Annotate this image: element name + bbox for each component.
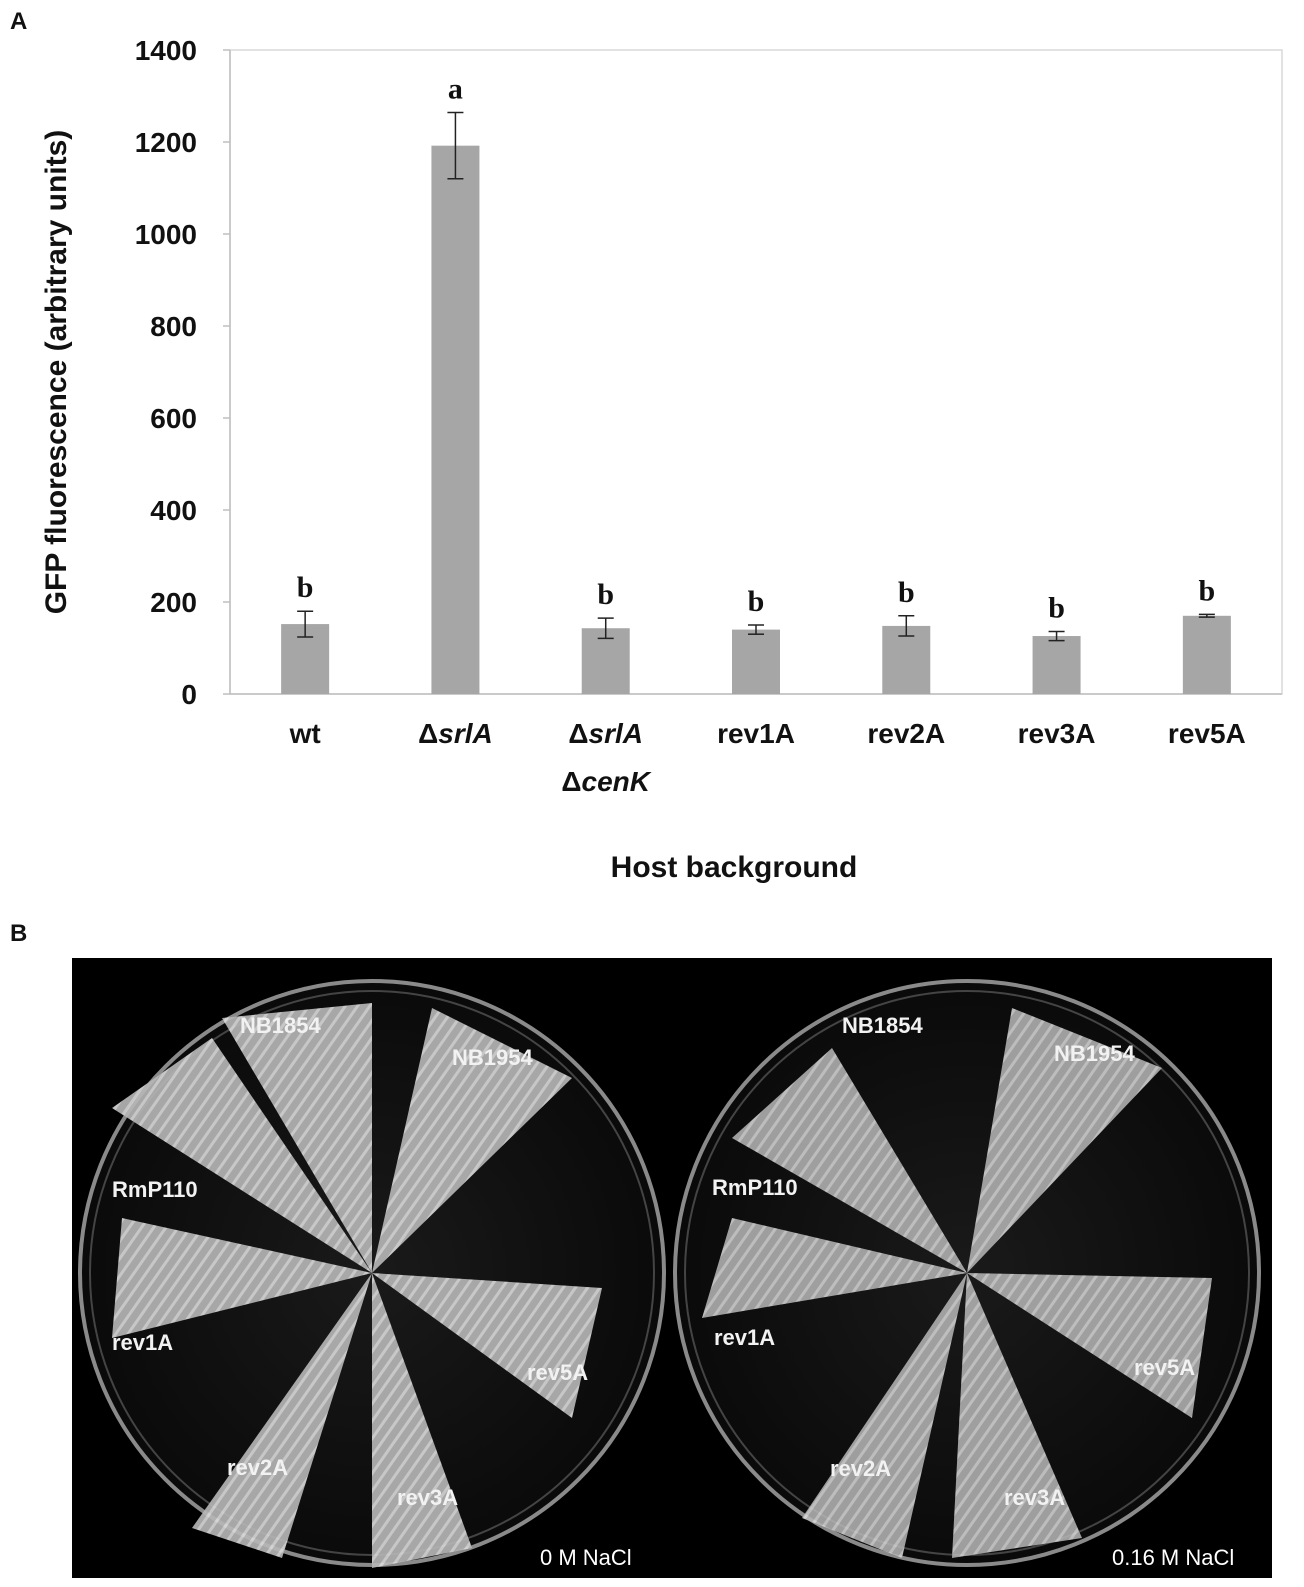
right-plate-label-rev5a: rev5A: [1134, 1355, 1195, 1380]
y-tick-label: 400: [150, 495, 197, 526]
right-plate-label-nb1954: NB1954: [1054, 1041, 1135, 1066]
significance-label: b: [1199, 574, 1216, 607]
bar: [1032, 636, 1081, 694]
significance-label: a: [448, 73, 463, 106]
left-plate-label-nb1954: NB1954: [452, 1045, 533, 1070]
x-category-label: rev1A: [717, 718, 795, 749]
left-plate-label-nb1854: NB1854: [240, 1013, 321, 1038]
significance-label: b: [597, 578, 614, 611]
right-plate-label-rev3a: rev3A: [1004, 1485, 1065, 1510]
right-plate-label-rmp110: RmP110: [712, 1175, 798, 1200]
right-plate-label-rev1a: rev1A: [714, 1325, 775, 1350]
x-axis-title: Host background: [611, 851, 858, 884]
left-plate-label-rev1a: rev1A: [112, 1330, 173, 1355]
bar: [431, 145, 480, 694]
y-tick-label: 600: [150, 403, 197, 434]
y-tick-label: 1200: [135, 127, 197, 158]
bar-chart: 0 200 400 600 800 1000 1200 1400 b wt a ΔsrlA b ΔsrlA…: [40, 35, 1283, 884]
x-category-label: ΔsrlA: [568, 718, 643, 749]
x-category-label: rev3A: [1018, 718, 1096, 749]
significance-label: b: [748, 585, 765, 618]
panel-label-a: A: [10, 8, 28, 35]
left-plate-label-rev5a: rev5A: [527, 1360, 588, 1385]
bar: [882, 625, 931, 694]
right-plate-label-rev2a: rev2A: [830, 1456, 891, 1481]
right-plate: NB1854 NB1954 RmP110 rev1A rev5A rev2A r…: [673, 979, 1261, 1570]
bar: [732, 629, 780, 694]
y-tick-label: 800: [150, 311, 197, 342]
y-tick-label: 1400: [135, 35, 197, 66]
left-plate: NB1854 NB1954 RmP110 rev1A rev5A rev2A r…: [78, 979, 666, 1570]
significance-label: b: [1048, 591, 1065, 624]
left-plate-label-rev2a: rev2A: [227, 1455, 288, 1480]
x-category-label: wt: [289, 718, 321, 749]
x-category-label: ΔsrlA: [418, 718, 493, 749]
left-plate-label-rev3a: rev3A: [397, 1485, 458, 1510]
plates-illustration: NB1854 NB1954 RmP110 rev1A rev5A rev2A r…: [78, 979, 1261, 1570]
x-category-label: rev2A: [867, 718, 945, 749]
left-plate-condition: 0 M NaCl: [540, 1545, 632, 1570]
left-plate-label-rmp110: RmP110: [112, 1177, 198, 1202]
y-tick-label: 1000: [135, 219, 197, 250]
x-category-label: ΔcenK: [561, 766, 651, 797]
right-plate-condition: 0.16 M NaCl: [1112, 1545, 1234, 1570]
significance-label: b: [297, 571, 314, 604]
bar: [1182, 615, 1231, 694]
panel-label-b: B: [10, 920, 28, 947]
y-tick-label: 0: [181, 679, 197, 710]
bar: [581, 628, 630, 694]
y-axis-title: GFP fluorescence (arbitrary units): [40, 130, 73, 615]
x-category-label: rev5A: [1168, 718, 1246, 749]
agar-plates-photo: NB1854 NB1954 RmP110 rev1A rev5A rev2A r…: [72, 958, 1272, 1578]
significance-label: b: [898, 576, 915, 609]
right-plate-label-nb1854: NB1854: [842, 1013, 923, 1038]
y-tick-label: 200: [150, 587, 197, 618]
